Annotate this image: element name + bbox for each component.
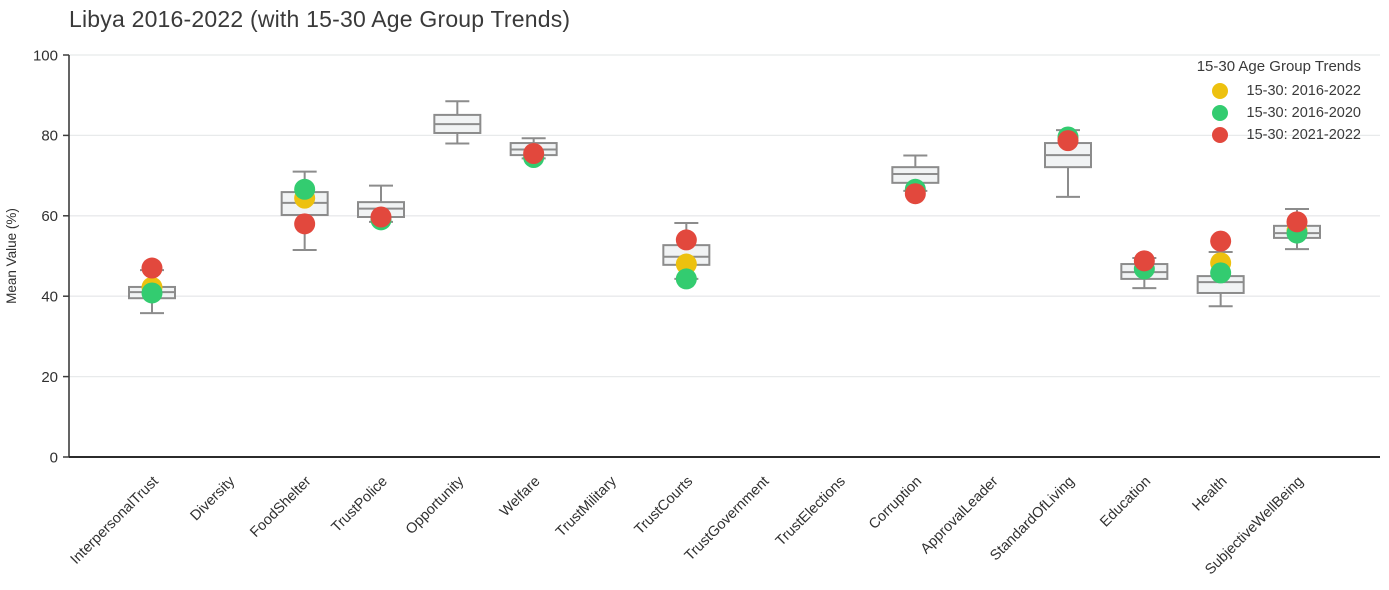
dot-15-30-2021-2022-Education xyxy=(1133,250,1155,272)
dot-15-30-2021-2022-Corruption xyxy=(904,183,926,205)
legend-marker-icon xyxy=(1211,127,1228,143)
dot-15-30-2016-2020-InterpersonalTrust xyxy=(141,282,163,304)
x-tick-label-TrustMilitary: TrustMilitary xyxy=(553,473,620,540)
legend-title: 15-30 Age Group Trends xyxy=(1196,58,1361,75)
x-tick-label-StandardOfLiving: StandardOfLiving xyxy=(987,474,1078,565)
x-tick-label-Opportunity: Opportunity xyxy=(403,473,468,538)
x-tick-label-TrustElections: TrustElections xyxy=(773,474,849,550)
dot-15-30-2021-2022-Health xyxy=(1210,230,1232,252)
box-Opportunity xyxy=(433,100,482,145)
x-tick-label-Welfare: Welfare xyxy=(497,474,543,520)
x-tick-label-ApprovalLeader: ApprovalLeader xyxy=(918,473,1002,557)
y-tick-label: 0 xyxy=(50,449,58,466)
x-tick-label-Health: Health xyxy=(1190,474,1231,515)
y-tick-label: 60 xyxy=(41,208,58,225)
legend-marker-icon xyxy=(1211,105,1228,121)
x-tick-label-TrustGovernment: TrustGovernment xyxy=(682,474,773,565)
y-tick-label: 40 xyxy=(41,288,58,305)
x-tick-label-FoodShelter: FoodShelter xyxy=(247,473,314,540)
dot-15-30-2021-2022-TrustPolice xyxy=(370,206,392,228)
dot-15-30-2016-2020-Health xyxy=(1210,262,1232,284)
dot-15-30-2021-2022-TrustCourts xyxy=(675,229,697,251)
dot-15-30-2021-2022-InterpersonalTrust xyxy=(141,257,163,279)
x-tick-label-Diversity: Diversity xyxy=(188,473,239,524)
legend: 15-30 Age Group Trends 15-30: 2016-2022 … xyxy=(1197,58,1365,146)
x-tick-label-TrustCourts: TrustCourts xyxy=(632,474,696,538)
legend-item: 15-30: 2021-2022 xyxy=(1197,124,1365,146)
chart-title: Libya 2016-2022 (with 15-30 Age Group Tr… xyxy=(69,6,571,32)
y-tick-label: 20 xyxy=(41,369,58,386)
dot-15-30-2016-2020-FoodShelter xyxy=(294,178,316,200)
y-axis-label: Mean Value (%) xyxy=(4,208,19,304)
box-Health xyxy=(1196,250,1245,308)
legend-item-label: 15-30: 2021-2022 xyxy=(1246,127,1362,143)
legend-item: 15-30: 2016-2022 xyxy=(1197,80,1365,102)
x-tick-label-Corruption: Corruption xyxy=(866,474,925,533)
x-tick-label-TrustPolice: TrustPolice xyxy=(329,474,391,536)
dot-15-30-2021-2022-FoodShelter xyxy=(294,213,316,235)
legend-marker-icon xyxy=(1211,83,1228,99)
legend-item-label: 15-30: 2016-2022 xyxy=(1246,83,1362,99)
legend-item-label: 15-30: 2016-2020 xyxy=(1246,105,1362,121)
y-tick-label: 80 xyxy=(41,128,58,145)
y-tick-label: 100 xyxy=(33,47,58,64)
dot-15-30-2021-2022-SubjectiveWellBeing xyxy=(1286,211,1308,233)
dot-15-30-2021-2022-Welfare xyxy=(523,142,545,164)
x-tick-label-InterpersonalTrust: InterpersonalTrust xyxy=(68,474,162,568)
dot-15-30-2021-2022-StandardOfLiving xyxy=(1057,130,1079,152)
dot-15-30-2016-2020-TrustCourts xyxy=(675,268,697,290)
dot-15-30-2016-2022-TrustCourts xyxy=(675,253,697,275)
x-tick-label-Education: Education xyxy=(1097,474,1154,531)
legend-item: 15-30: 2016-2020 xyxy=(1197,102,1365,124)
